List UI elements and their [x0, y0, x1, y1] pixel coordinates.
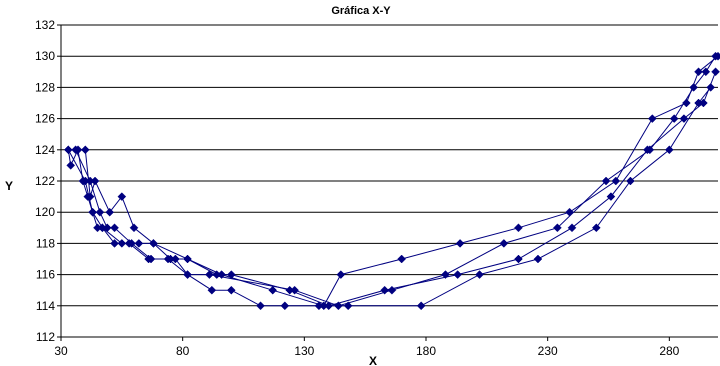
x-tick-label: 180: [416, 344, 436, 358]
data-point: [66, 161, 76, 170]
y-tick-label: 116: [36, 268, 55, 282]
x-axis-title: X: [369, 354, 377, 366]
data-point: [71, 145, 80, 155]
data-point: [146, 254, 156, 264]
data-point: [117, 239, 127, 248]
data-point: [95, 207, 105, 217]
data-point: [226, 285, 236, 295]
data-point: [129, 223, 139, 233]
y-tick-label: 126: [35, 112, 55, 126]
data-point: [110, 223, 119, 233]
data-point: [606, 192, 616, 201]
data-point: [171, 254, 180, 264]
x-tick-label: 80: [176, 344, 190, 358]
data-point: [682, 98, 691, 108]
data-point: [334, 301, 343, 311]
data-point: [533, 254, 543, 264]
data-point: [626, 176, 635, 186]
y-tick-label: 122: [35, 174, 55, 188]
data-point: [645, 145, 655, 155]
y-tick-label: 112: [36, 330, 55, 344]
y-tick-label: 124: [35, 143, 55, 157]
data-point: [699, 98, 708, 108]
data-point: [90, 176, 100, 186]
y-tick-label: 118: [36, 236, 55, 250]
data-point: [110, 239, 119, 248]
data-point: [207, 285, 217, 295]
data-point: [117, 192, 127, 201]
data-point: [217, 270, 226, 279]
series-4: [80, 51, 720, 311]
data-point: [553, 223, 562, 233]
data-point: [105, 207, 115, 217]
y-axis-title: Y: [5, 179, 13, 193]
data-point: [601, 176, 611, 186]
data-point: [63, 145, 73, 155]
data-point: [387, 285, 397, 295]
y-tick-label: 120: [35, 205, 55, 219]
data-point: [319, 301, 329, 311]
chart-title: Gráfica X-Y: [331, 5, 391, 17]
x-tick-label: 30: [54, 344, 68, 358]
data-point: [713, 51, 720, 61]
y-tick-label: 114: [36, 299, 55, 313]
data-point: [455, 239, 465, 248]
gridlines: [61, 24, 718, 338]
series-layer: [63, 51, 720, 311]
x-tick-label: 280: [659, 344, 679, 358]
data-point: [441, 270, 450, 279]
data-point: [514, 223, 523, 233]
x-tick-labels: 30 80 130 180 230 280: [54, 344, 679, 358]
data-point: [611, 176, 621, 186]
data-point: [416, 301, 426, 311]
data-point: [256, 301, 265, 311]
data-point: [669, 114, 679, 123]
series-line: [67, 71, 717, 307]
data-point: [453, 270, 462, 279]
axes: [57, 24, 718, 341]
y-tick-label: 128: [35, 80, 55, 94]
x-tick-label: 130: [294, 344, 314, 358]
data-point: [701, 67, 711, 77]
data-point: [102, 223, 112, 233]
data-point: [647, 114, 657, 123]
data-point: [397, 254, 407, 264]
data-point: [268, 285, 278, 295]
data-point: [711, 67, 720, 77]
data-point: [565, 207, 574, 217]
data-point: [149, 239, 158, 248]
data-point: [127, 239, 136, 248]
data-point: [475, 270, 484, 279]
data-point: [514, 254, 523, 264]
data-point: [280, 301, 290, 311]
data-point: [567, 223, 577, 233]
x-tick-label: 230: [538, 344, 558, 358]
data-point: [290, 285, 299, 295]
data-point: [679, 114, 689, 123]
data-point: [664, 145, 674, 155]
data-point: [80, 145, 90, 155]
data-point: [183, 254, 192, 264]
data-point: [88, 207, 97, 217]
series-2: [63, 67, 720, 311]
data-point: [499, 239, 509, 248]
data-point: [134, 239, 144, 248]
y-tick-label: 130: [35, 49, 55, 63]
data-point: [694, 67, 703, 77]
data-point: [205, 270, 214, 279]
y-tick-label: 132: [35, 18, 55, 32]
data-point: [336, 270, 346, 279]
data-point: [183, 270, 192, 279]
series-1: [63, 83, 716, 311]
y-tick-labels: 112 114 116 118 120 122 124 126 128 130 132: [35, 18, 55, 344]
data-point: [85, 192, 95, 201]
data-point: [591, 223, 601, 233]
